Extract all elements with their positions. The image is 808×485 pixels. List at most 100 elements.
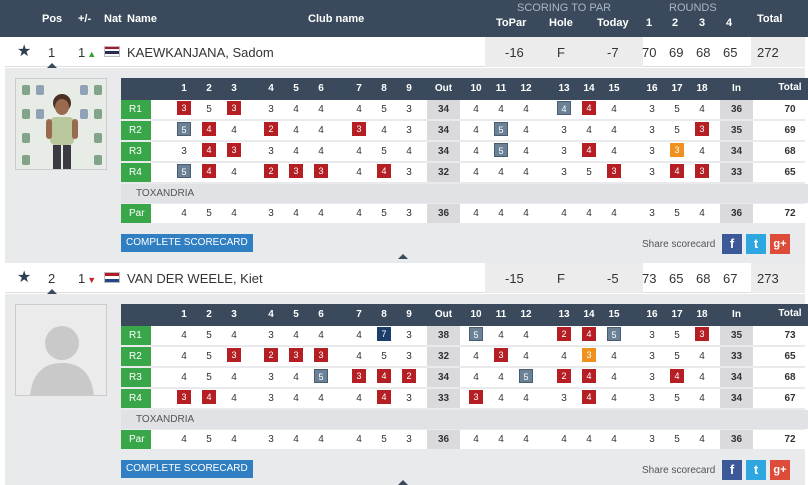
favorite-star-icon[interactable]: ★	[17, 43, 32, 60]
hole-score: 2	[259, 121, 283, 140]
hole-score: 4	[473, 146, 479, 157]
hole-number: 10	[470, 309, 482, 320]
subtotal-header: Out	[427, 78, 460, 100]
round-4-score: 65	[723, 45, 738, 60]
col-total[interactable]: Total	[757, 13, 783, 25]
over-par-marker: 4	[377, 369, 391, 384]
hole-number: 11	[495, 309, 507, 320]
hole-score: 4	[586, 434, 592, 445]
twitter-icon[interactable]: t	[746, 234, 766, 254]
hole-score: 4	[699, 146, 705, 157]
subtotal-cell: 36	[720, 430, 753, 449]
hole-score: 5	[172, 121, 196, 140]
group-scoring-to-par: SCORING TO PAR	[517, 2, 612, 14]
col-hole[interactable]: Hole	[549, 17, 573, 29]
player-row[interactable]: ★ 2 1 ▼ VAN DER WEELE, Kiet -15 F -5 73 6…	[5, 263, 805, 293]
google-plus-icon[interactable]: g+	[770, 460, 790, 480]
col-round-4[interactable]: 4	[726, 17, 733, 29]
col-round-2[interactable]: 2	[672, 17, 679, 29]
col-club[interactable]: Club name	[308, 13, 365, 25]
col-name[interactable]: Name	[127, 13, 157, 25]
round-row-r3: R3 4 5 4 3 4 5 3 4 2 34 4 4 5 2 4 4 3 4 4 34 68	[121, 368, 808, 387]
player-name[interactable]: KAEWKANJANA, Sadom	[127, 45, 274, 60]
google-plus-icon[interactable]: g+	[770, 234, 790, 254]
player-name[interactable]: VAN DER WEELE, Kiet	[127, 271, 263, 286]
hole-score: 3	[665, 142, 689, 161]
hole-score: 4	[293, 434, 299, 445]
over-par-marker: 2	[402, 369, 416, 384]
hole-score: 4	[181, 434, 187, 445]
collapse-caret-icon[interactable]	[398, 480, 408, 485]
over-par-marker: 2	[264, 164, 278, 179]
hole-score: 4	[197, 142, 221, 161]
hole-score: 4	[356, 393, 362, 404]
col-today[interactable]: Today	[597, 17, 629, 29]
round-label: R4	[121, 389, 151, 408]
hole-score: 3	[649, 208, 655, 219]
hole-score: 4	[498, 104, 504, 115]
hole-score: 5	[381, 208, 387, 219]
col-nat[interactable]: Nat	[104, 13, 122, 25]
hole-score: 4	[561, 434, 567, 445]
hole-number: 4	[268, 309, 274, 320]
total-cell: 68	[784, 146, 796, 157]
hole-number: 14	[583, 309, 595, 320]
hole-number: 4	[268, 83, 274, 94]
hole-score: 3	[406, 208, 412, 219]
total-cell: 68	[784, 372, 796, 383]
netherlands-flag-icon	[104, 272, 120, 283]
twitter-icon[interactable]: t	[746, 460, 766, 480]
hole-score: 4	[473, 351, 479, 362]
hole-score: 4	[356, 434, 362, 445]
hole-score: 4	[523, 167, 529, 178]
hole-number: 18	[696, 309, 708, 320]
to-par: -15	[505, 271, 524, 286]
round-1-score: 73	[642, 271, 657, 286]
hole-score: 5	[674, 208, 680, 219]
over-par-marker: 4	[202, 143, 216, 158]
hole-number: 7	[356, 83, 362, 94]
facebook-icon[interactable]: f	[722, 460, 742, 480]
favorite-star-icon[interactable]: ★	[17, 269, 32, 286]
col-round-1[interactable]: 1	[646, 17, 653, 29]
birdie-marker: 5	[494, 143, 508, 158]
total-cell: 70	[784, 104, 796, 115]
birdie-marker: 5	[314, 369, 328, 384]
hole-score: 4	[611, 146, 617, 157]
hole-score: 4	[473, 434, 479, 445]
hole-score: 3	[649, 167, 655, 178]
hole-score: 4	[611, 434, 617, 445]
hole-score: 5	[674, 351, 680, 362]
hole-score: 4	[293, 125, 299, 136]
hole-score: 4	[498, 393, 504, 404]
hole-score: 3	[268, 146, 274, 157]
over-par-marker: 4	[202, 122, 216, 137]
total-cell: 65	[784, 167, 796, 178]
subtotal-cell: 34	[427, 121, 460, 140]
complete-scorecard-button[interactable]: COMPLETE SCORECARD	[121, 234, 253, 252]
hole-score: 3	[406, 393, 412, 404]
par-row: Par 4 5 4 3 4 4 4 5 3 36 4 4 4 4 4 4 3 5 4 36 72	[121, 204, 808, 223]
col-round-3[interactable]: 3	[699, 17, 706, 29]
collapse-caret-icon[interactable]	[398, 254, 408, 259]
hole-score: 5	[206, 104, 212, 115]
hole-score: 5	[381, 146, 387, 157]
facebook-icon[interactable]: f	[722, 234, 742, 254]
over-par-marker: 3	[177, 390, 191, 405]
hole-score: 3	[690, 163, 714, 182]
complete-scorecard-button[interactable]: COMPLETE SCORECARD	[121, 460, 253, 478]
col-plusminus[interactable]: +/-	[78, 13, 92, 25]
move-value: 1	[78, 45, 86, 60]
hole-number: 5	[293, 83, 299, 94]
hole-score: 4	[523, 351, 529, 362]
col-pos[interactable]: Pos	[42, 13, 63, 25]
col-topar[interactable]: ToPar	[496, 17, 527, 29]
hole-score: 3	[406, 351, 412, 362]
position-move: 1 ▲	[78, 45, 96, 60]
hole-score: 3	[649, 393, 655, 404]
round-label: R2	[121, 121, 151, 140]
hole-score: 4	[577, 368, 601, 387]
player-row[interactable]: ★ 1 1 ▲ KAEWKANJANA, Sadom -16 F -7 70 69…	[5, 37, 805, 67]
hole-score: 4	[372, 389, 396, 408]
player-detail: 1 2 3 4 5 6 7 8 9 Out 10 11 12 13 14 15 16 17 18 In Total R1 4…	[5, 294, 808, 485]
